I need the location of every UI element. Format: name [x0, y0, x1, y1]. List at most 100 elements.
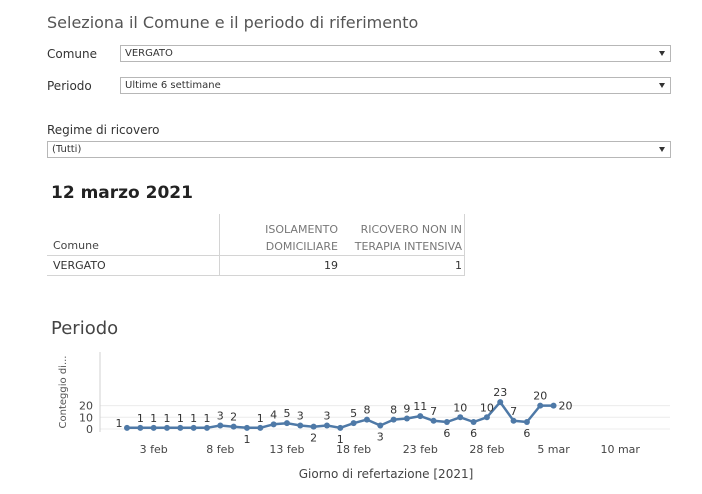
- y-axis-label: Conteggio di...: [58, 356, 69, 429]
- data-label: 20: [533, 390, 547, 403]
- periodo-value: Ultime 6 settimane: [125, 80, 221, 91]
- data-point: [510, 417, 517, 424]
- data-point: [457, 414, 464, 421]
- column-header-ricovero: RICOVERO NON IN TERAPIA INTENSIVA: [340, 221, 462, 255]
- x-tick-label: 8 feb: [206, 443, 234, 456]
- regime-select[interactable]: (Tutti): [47, 141, 671, 158]
- data-point: [323, 422, 330, 429]
- data-point: [257, 424, 264, 431]
- data-point: [137, 424, 144, 431]
- data-label: 11: [413, 400, 427, 413]
- data-label: 2: [230, 411, 237, 424]
- y-tick-label: 0: [86, 423, 93, 436]
- column-header-line: ISOLAMENTO: [265, 223, 338, 236]
- data-label: 3: [323, 409, 330, 422]
- data-label: 1: [150, 412, 157, 425]
- summary-date: 12 marzo 2021: [51, 183, 193, 203]
- data-label: 1: [337, 433, 344, 446]
- data-label: 10: [480, 401, 494, 414]
- table-divider: [47, 275, 465, 276]
- data-label: 1: [116, 417, 123, 430]
- x-ticks: 3 feb 8 feb 13 feb 18 feb 23 feb 28 feb 5 mar 1…: [140, 443, 641, 456]
- data-label: 7: [510, 405, 517, 418]
- data-label: 4: [270, 408, 277, 421]
- data-label: 7: [430, 405, 437, 418]
- data-point: [243, 424, 250, 431]
- data-label: 3: [217, 409, 224, 422]
- data-point: [283, 420, 290, 427]
- data-label: 20: [559, 400, 573, 413]
- data-label: 8: [363, 404, 370, 417]
- data-label: 1: [243, 433, 250, 446]
- data-point: [377, 422, 384, 429]
- data-label: 23: [493, 386, 507, 399]
- regime-value: (Tutti): [52, 144, 82, 155]
- table-divider: [219, 214, 220, 276]
- data-point: [163, 424, 170, 431]
- data-point: [230, 423, 237, 430]
- x-tick-label: 23 feb: [403, 443, 438, 456]
- x-tick-label: 13 feb: [269, 443, 304, 456]
- table-cell-comune: VERGATO: [53, 259, 106, 272]
- data-point: [443, 418, 450, 425]
- data-label: 1: [203, 412, 210, 425]
- data-point: [537, 402, 544, 409]
- x-tick-label: 28 feb: [469, 443, 504, 456]
- data-label: 6: [470, 427, 477, 440]
- data-point: [470, 418, 477, 425]
- data-point: [497, 399, 504, 406]
- data-label: 3: [377, 430, 384, 443]
- periodo-select[interactable]: Ultime 6 settimane: [120, 77, 671, 94]
- data-point: [270, 421, 277, 428]
- data-point: [403, 415, 410, 422]
- x-tick-label: 5 mar: [537, 443, 570, 456]
- data-label: 2: [310, 432, 317, 445]
- data-label: 3: [297, 409, 304, 422]
- data-point: [150, 424, 157, 431]
- column-header-line: TERAPIA INTENSIVA: [354, 240, 462, 253]
- data-label: 5: [350, 407, 357, 420]
- chart-gridlines: [99, 352, 670, 432]
- data-point: [363, 416, 370, 423]
- data-label: 1: [257, 412, 264, 425]
- x-tick-label: 3 feb: [140, 443, 168, 456]
- period-title: Periodo: [51, 318, 119, 339]
- comune-select[interactable]: VERGATO: [120, 45, 671, 62]
- periodo-label: Periodo: [47, 79, 92, 93]
- data-label: 9: [403, 402, 410, 415]
- data-point: [217, 422, 224, 429]
- data-label: 1: [137, 412, 144, 425]
- data-point: [523, 418, 530, 425]
- data-point: [177, 424, 184, 431]
- data-label: 6: [523, 427, 530, 440]
- data-points: [124, 399, 557, 431]
- data-label: 8: [390, 404, 397, 417]
- column-header-isolamento: ISOLAMENTO DOMICILIARE: [236, 221, 338, 255]
- data-label: 10: [453, 401, 467, 414]
- data-label: 1: [190, 412, 197, 425]
- x-tick-label: 18 feb: [336, 443, 371, 456]
- column-header-line: RICOVERO NON IN: [360, 223, 462, 236]
- data-point: [337, 424, 344, 431]
- chevron-down-icon: [659, 147, 665, 152]
- data-point: [390, 416, 397, 423]
- data-point: [550, 402, 557, 409]
- data-point: [417, 413, 424, 420]
- data-point: [203, 424, 210, 431]
- data-label: 1: [177, 412, 184, 425]
- data-label: 5: [283, 407, 290, 420]
- data-label: 1: [163, 412, 170, 425]
- x-tick-label: 10 mar: [600, 443, 640, 456]
- chevron-down-icon: [659, 83, 665, 88]
- y-tick-label: 10: [79, 411, 93, 424]
- table-cell-ricovero: 1: [455, 259, 462, 272]
- data-point: [190, 424, 197, 431]
- comune-label: Comune: [47, 47, 98, 61]
- table-divider: [464, 214, 465, 276]
- comune-value: VERGATO: [125, 48, 173, 59]
- table-row-header: Comune: [53, 239, 99, 252]
- table-divider: [47, 255, 465, 256]
- data-point: [483, 414, 490, 421]
